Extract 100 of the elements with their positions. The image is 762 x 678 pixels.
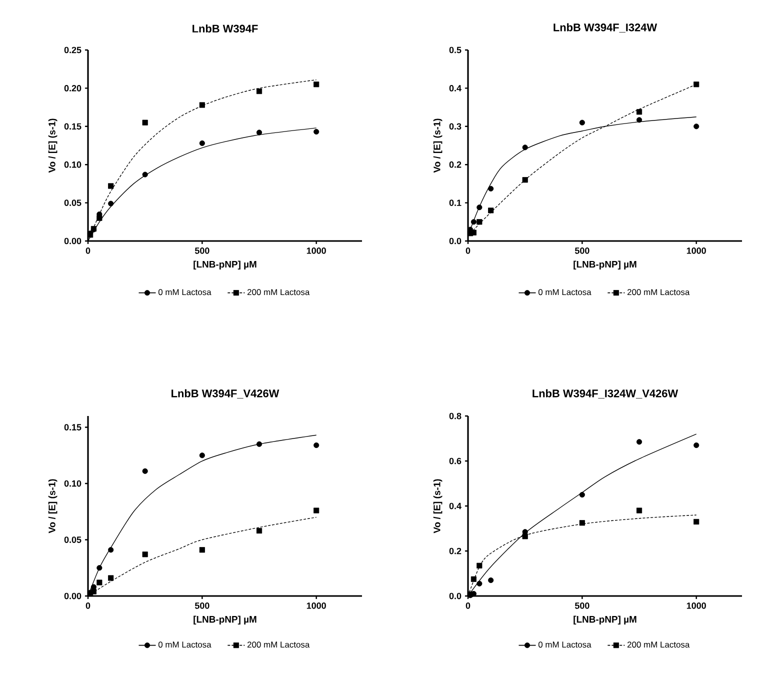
point [96, 580, 102, 586]
y-tick-label: 0.4 [449, 502, 462, 510]
x-tick-label: 1000 [686, 602, 706, 609]
point [90, 588, 96, 594]
point [636, 508, 642, 514]
point [199, 547, 205, 553]
x-tick-label: 500 [574, 602, 590, 609]
point [488, 186, 494, 192]
point [579, 520, 585, 526]
x-axis-title: [LNB-pNP] µM [194, 616, 256, 625]
point [694, 442, 700, 448]
point [636, 439, 642, 445]
point [579, 492, 585, 498]
x-tick-label: 500 [194, 602, 210, 609]
y-tick-label: 0.05 [64, 200, 82, 206]
y-tick-label: 0.0 [449, 592, 462, 600]
x-tick-label: 1000 [306, 248, 326, 254]
point [579, 120, 585, 126]
y-tick-label: 0.2 [449, 548, 462, 554]
x-tick-label: 500 [574, 248, 590, 254]
point [256, 441, 262, 447]
y-tick-label: 0.00 [64, 238, 82, 244]
legend-label: 200 mM Lactosa [247, 642, 310, 648]
y-axis-title: Vo / [E] (s-1) [433, 479, 442, 534]
y-tick-label: 0.4 [449, 85, 462, 92]
point [96, 215, 102, 221]
point [522, 144, 528, 150]
y-tick-label: 0.1 [449, 200, 462, 206]
point [694, 82, 700, 88]
point [476, 204, 482, 210]
point [488, 208, 494, 214]
x-tick-label: 0 [466, 602, 470, 609]
point [476, 562, 482, 568]
point [470, 576, 477, 582]
point [142, 468, 148, 474]
y-tick-label: 0.0 [449, 238, 462, 244]
point [256, 130, 262, 136]
point [142, 120, 148, 126]
y-tick-label: 0.3 [449, 123, 462, 130]
point [96, 565, 102, 571]
y-tick-label: 0.15 [64, 123, 82, 130]
x-tick-label: 1000 [686, 248, 706, 254]
x-tick-label: 0 [466, 248, 470, 254]
point [142, 172, 148, 178]
legend-label: 200 mM Lactosa [627, 289, 690, 296]
y-tick-label: 0.10 [64, 480, 82, 487]
y-axis-title: Vo / [E] (s-1) [433, 118, 442, 173]
y-tick-label: 0.20 [64, 85, 82, 92]
legend-label: 0 mM Lactosa [158, 289, 212, 296]
point [636, 117, 642, 123]
y-tick-label: 0.8 [449, 412, 462, 420]
chart-title: LnbB W394F_I324W [554, 23, 658, 33]
x-tick-label: 500 [194, 248, 210, 254]
point [314, 442, 320, 448]
point [256, 88, 262, 94]
x-tick-label: 1000 [306, 602, 326, 609]
y-tick-label: 0.00 [64, 592, 82, 600]
legend-label: 200 mM Lactosa [627, 642, 690, 648]
y-tick-label: 0.2 [449, 161, 462, 168]
y-tick-label: 0.05 [64, 536, 82, 543]
y-tick-label: 0.6 [449, 458, 462, 464]
point [108, 200, 114, 206]
x-tick-label: 0 [86, 602, 90, 609]
point [522, 177, 528, 183]
point [470, 219, 477, 225]
point [314, 82, 320, 88]
point [108, 547, 114, 553]
point [199, 452, 205, 458]
point [199, 140, 205, 146]
point [636, 109, 642, 115]
legend-label: 0 mM Lactosa [158, 642, 212, 648]
point [314, 128, 320, 135]
point [142, 552, 148, 558]
y-tick-label: 0.15 [64, 424, 82, 430]
point [476, 219, 482, 225]
point [108, 183, 114, 189]
point [314, 508, 320, 514]
y-tick-label: 0.25 [64, 46, 82, 54]
point [476, 580, 482, 586]
chart-title: LnbB W394F [192, 24, 258, 33]
point [199, 102, 205, 108]
point [108, 575, 114, 581]
y-axis-title: Vo / [E] (s-1) [48, 479, 58, 534]
x-axis-title: [LNB-pNP] µM [574, 260, 636, 270]
point [694, 518, 700, 525]
x-tick-label: 0 [86, 248, 90, 254]
point [488, 577, 494, 584]
x-axis-title: [LNB-pNP] µM [574, 616, 636, 625]
legend-label: 0 mM Lactosa [538, 642, 592, 648]
y-axis-title: Vo / [E] (s-1) [48, 118, 58, 173]
x-axis-title: [LNB-pNP] µM [194, 260, 256, 270]
point [256, 528, 262, 534]
legend-label: 200 mM Lactosa [247, 289, 310, 296]
y-tick-label: 0.10 [64, 161, 82, 168]
chart-title: LnbB W394F_V426W [172, 389, 280, 399]
chart-title: LnbB W394F_I324W_V426W [532, 389, 678, 399]
y-tick-label: 0.5 [449, 46, 462, 54]
point [694, 124, 700, 130]
legend-label: 0 mM Lactosa [538, 289, 592, 296]
point [522, 534, 528, 540]
